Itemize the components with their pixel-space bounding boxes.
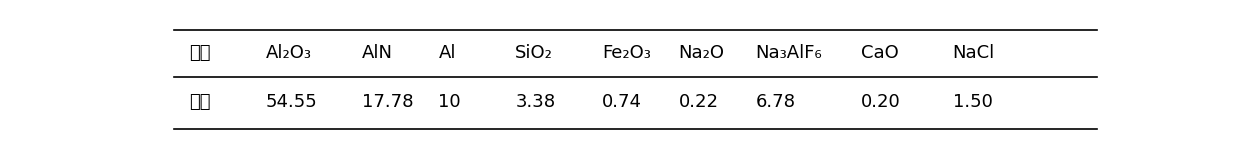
Text: Al₂O₃: Al₂O₃ <box>265 43 311 62</box>
Text: NaCl: NaCl <box>952 43 994 62</box>
Text: 6.78: 6.78 <box>755 93 796 111</box>
Text: 组分: 组分 <box>188 43 210 62</box>
Text: 1.50: 1.50 <box>952 93 992 111</box>
Text: 0.22: 0.22 <box>678 93 719 111</box>
Text: Fe₂O₃: Fe₂O₃ <box>601 43 651 62</box>
Text: Na₃AlF₆: Na₃AlF₆ <box>755 43 822 62</box>
Text: CaO: CaO <box>862 43 899 62</box>
Text: AlN: AlN <box>362 43 393 62</box>
Text: 10: 10 <box>439 93 461 111</box>
Text: 含量: 含量 <box>188 93 210 111</box>
Text: 0.74: 0.74 <box>601 93 642 111</box>
Text: Al: Al <box>439 43 456 62</box>
Text: SiO₂: SiO₂ <box>516 43 553 62</box>
Text: 17.78: 17.78 <box>362 93 413 111</box>
Text: 3.38: 3.38 <box>516 93 556 111</box>
Text: 0.20: 0.20 <box>862 93 901 111</box>
Text: Na₂O: Na₂O <box>678 43 724 62</box>
Text: 54.55: 54.55 <box>265 93 317 111</box>
